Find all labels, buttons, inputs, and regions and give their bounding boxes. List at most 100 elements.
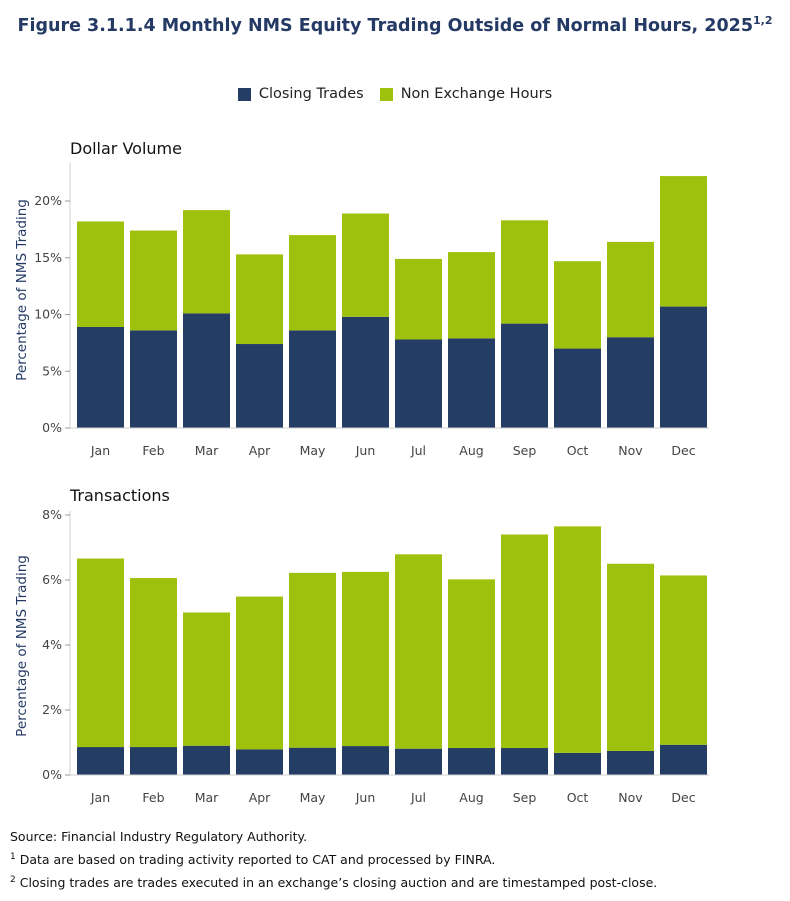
x-tick-label-nov: Nov — [618, 790, 643, 805]
bar-nonexchange-feb — [130, 578, 177, 748]
x-tick-label-feb: Feb — [142, 443, 164, 458]
bar-nonexchange-nov — [607, 563, 654, 751]
y-axis-title: Percentage of NMS Trading — [14, 555, 30, 737]
x-tick-label-jul: Jul — [410, 790, 426, 805]
y-tick-label: 6% — [42, 572, 62, 587]
notes: Source: Financial Industry Regulatory Au… — [10, 826, 657, 893]
bar-closing-nov — [607, 750, 654, 775]
transactions-chart: 0% 2% 4% 6% 8% Percentage of NMS Trading Jan Fe… — [14, 507, 709, 805]
bar-closing-aug — [448, 748, 495, 775]
bar-closing-dec — [660, 306, 707, 428]
y-tick-label: 8% — [42, 507, 62, 522]
bar-nonexchange-mar — [183, 210, 230, 314]
bar-closing-may — [289, 747, 336, 775]
y-tick-label: 2% — [42, 702, 62, 717]
bar-closing-jul — [395, 339, 442, 428]
bar-nonexchange-feb — [130, 230, 177, 331]
y-tick-label: 0% — [42, 767, 62, 782]
bar-nonexchange-dec — [660, 575, 707, 745]
bar-nonexchange-jul — [395, 554, 442, 749]
bar-nonexchange-apr — [236, 254, 283, 345]
x-tick-label-aug: Aug — [459, 443, 483, 458]
x-tick-label-may: May — [300, 790, 326, 805]
y-axis-title: Percentage of NMS Trading — [14, 199, 30, 381]
bar-closing-may — [289, 330, 336, 428]
bar-closing-dec — [660, 744, 707, 775]
bar-nonexchange-apr — [236, 596, 283, 750]
y-tick-label: 0% — [42, 420, 62, 435]
bar-closing-apr — [236, 749, 283, 775]
x-tick-label-jun: Jun — [355, 443, 376, 458]
bar-closing-feb — [130, 747, 177, 775]
legend-item-nonexchange: Non Exchange Hours — [379, 86, 553, 102]
bar-closing-mar — [183, 313, 230, 428]
source-note: Source: Financial Industry Regulatory Au… — [10, 829, 308, 844]
bar-closing-oct — [554, 348, 601, 428]
x-tick-label-apr: Apr — [249, 443, 271, 458]
bar-closing-jan — [77, 327, 124, 428]
x-tick-label-apr: Apr — [249, 790, 271, 805]
bar-nonexchange-aug — [448, 579, 495, 749]
bar-nonexchange-jun — [342, 213, 389, 317]
x-tick-label-mar: Mar — [195, 790, 219, 805]
x-tick-label-jan: Jan — [90, 790, 110, 805]
x-tick-label-dec: Dec — [671, 790, 695, 805]
bar-nonexchange-jan — [77, 558, 124, 748]
bar-nonexchange-may — [289, 572, 336, 748]
bar-closing-sep — [501, 323, 548, 428]
x-tick-label-nov: Nov — [618, 443, 643, 458]
y-tick-label: 20% — [34, 193, 62, 208]
bar-closing-jun — [342, 746, 389, 775]
bar-nonexchange-oct — [554, 526, 601, 753]
bar-closing-jun — [342, 316, 389, 428]
bar-nonexchange-sep — [501, 534, 548, 749]
bar-closing-mar — [183, 745, 230, 775]
panel-title-dollar-volume: Dollar Volume — [70, 139, 182, 158]
bar-nonexchange-nov — [607, 241, 654, 338]
footnote-2: 2 Closing trades are trades executed in … — [10, 875, 658, 891]
legend-label-closing: Closing Trades — [258, 86, 364, 102]
bar-closing-nov — [607, 337, 654, 428]
x-tick-label-jul: Jul — [410, 443, 426, 458]
legend-label-nonexchange: Non Exchange Hours — [400, 86, 553, 102]
bar-closing-sep — [501, 748, 548, 775]
bar-closing-apr — [236, 344, 283, 428]
legend: Closing Trades Non Exchange Hours — [0, 86, 790, 102]
dollar-volume-chart: 0% 5% 10% 15% 20% Percentage of NMS Trading Ja… — [14, 163, 709, 458]
bar-nonexchange-sep — [501, 220, 548, 324]
x-tick-label-oct: Oct — [567, 790, 589, 805]
x-tick-label-oct: Oct — [567, 443, 589, 458]
y-tick-label: 4% — [42, 637, 62, 652]
footnote-1: 1 Data are based on trading activity rep… — [10, 852, 496, 868]
bar-closing-feb — [130, 330, 177, 428]
y-tick-label: 5% — [42, 363, 62, 378]
bar-closing-jan — [77, 747, 124, 775]
x-tick-label-aug: Aug — [459, 790, 483, 805]
bar-closing-aug — [448, 338, 495, 428]
bar-closing-oct — [554, 752, 601, 775]
y-tick-label: 15% — [34, 250, 62, 265]
x-tick-label-dec: Dec — [671, 443, 695, 458]
x-tick-label-feb: Feb — [142, 790, 164, 805]
bar-nonexchange-jul — [395, 258, 442, 340]
x-tick-label-may: May — [300, 443, 326, 458]
bar-nonexchange-oct — [554, 261, 601, 349]
legend-item-closing: Closing Trades — [237, 86, 364, 102]
panel-title-transactions: Transactions — [70, 486, 170, 505]
legend-swatch-closing — [237, 87, 251, 101]
bar-nonexchange-jan — [77, 221, 124, 328]
legend-swatch-nonexchange — [379, 87, 393, 101]
bar-closing-jul — [395, 748, 442, 775]
bar-nonexchange-dec — [660, 176, 707, 307]
x-tick-label-sep: Sep — [513, 443, 537, 458]
x-tick-label-jun: Jun — [355, 790, 376, 805]
bar-nonexchange-mar — [183, 612, 230, 746]
chart-title: Figure 3.1.1.4 Monthly NMS Equity Tradin… — [17, 14, 773, 36]
bar-nonexchange-may — [289, 235, 336, 331]
bar-nonexchange-jun — [342, 571, 389, 747]
title-footnote-marks: 1,2 — [753, 14, 773, 27]
x-tick-label-sep: Sep — [513, 790, 537, 805]
x-tick-label-mar: Mar — [195, 443, 219, 458]
y-tick-label: 10% — [34, 307, 62, 322]
x-tick-label-jan: Jan — [90, 443, 110, 458]
